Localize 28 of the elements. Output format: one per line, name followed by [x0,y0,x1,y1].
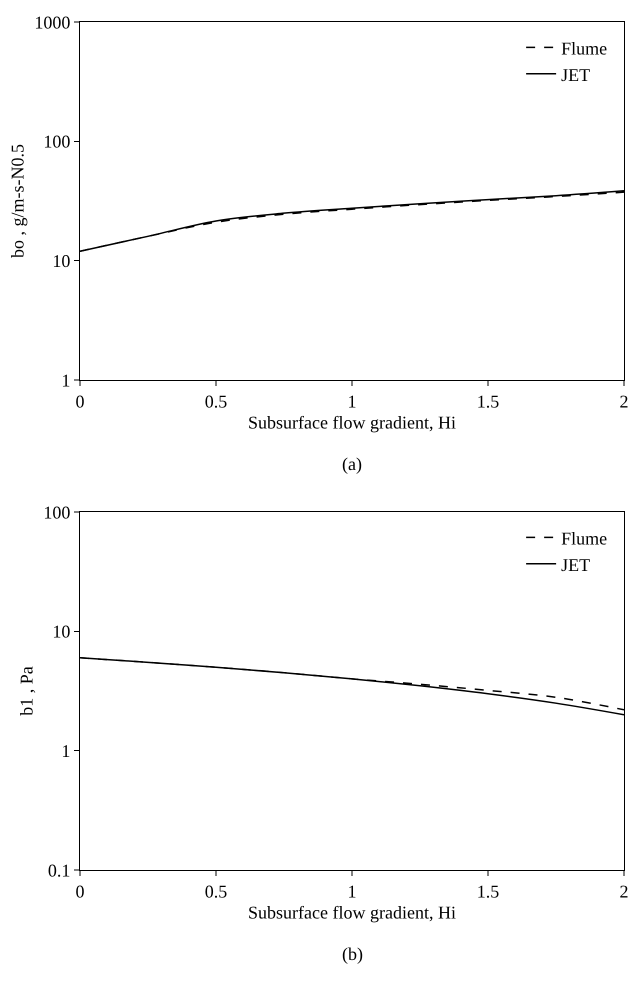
text: (b) [342,944,363,964]
legend-label: JET [561,64,590,85]
y-tick-label: 100 [43,502,70,522]
x-tick-label: 0.5 [204,392,228,412]
y-tick-label: 100 [43,132,70,152]
x-tick-label: 1.5 [476,882,500,902]
x-tick-label: 1 [348,882,356,902]
x-axis-title: Subsurface flow gradient, Hi [248,902,456,923]
x-tick-label: 2 [620,392,628,412]
x-axis-title: Subsurface flow gradient, Hi [248,412,456,433]
y-tick-label: 1 [61,370,70,390]
y-axis-title: b1 , Pa [16,666,37,716]
x-tick-label: 0 [76,392,84,412]
legend-label: Flume [561,38,608,58]
y-tick-label: 10 [52,250,70,271]
legend-label: Flume [561,528,608,548]
y-tick-label: 0.1 [48,860,70,880]
legend-label: JET [561,554,590,575]
x-tick-label: 0 [76,882,84,902]
y-axis-title: bo , g/m-s-N0.5 [8,144,28,258]
x-tick-label: 2 [620,882,628,902]
x-tick-label: 1.5 [476,392,500,412]
text: (a) [342,454,362,474]
y-tick-label: 1000 [34,12,70,32]
y-tick-label: 1 [61,740,70,761]
y-tick-label: 10 [52,622,70,642]
x-tick-label: 1 [348,392,356,412]
x-tick-label: 0.5 [204,882,228,902]
